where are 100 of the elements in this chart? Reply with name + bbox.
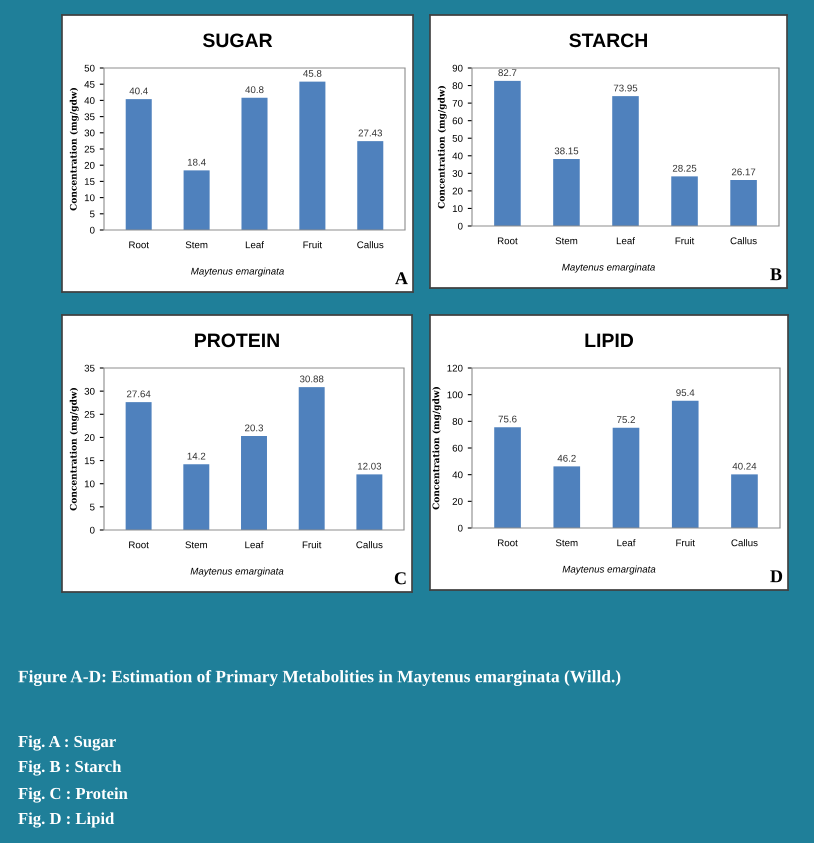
y-tick-label: 15 bbox=[84, 457, 95, 464]
x-tick-label: Fruit bbox=[676, 237, 694, 244]
bar bbox=[241, 436, 267, 530]
y-tick-label: 0 bbox=[458, 222, 463, 230]
y-tick-label: 80 bbox=[452, 82, 463, 90]
y-tick-label: 45 bbox=[84, 81, 95, 88]
data-label: 46.2 bbox=[558, 454, 576, 462]
x-tick-label: Fruit bbox=[676, 539, 695, 546]
bar bbox=[241, 98, 268, 230]
text: D bbox=[770, 570, 782, 582]
bar bbox=[183, 464, 210, 530]
data-label: 40.8 bbox=[245, 86, 264, 94]
x-tick-label: Fruit bbox=[302, 541, 322, 548]
text: Figure A-D: Estimation of Primary Metabolities in Maytenus emarginata (Willd.) bbox=[18, 670, 620, 686]
x-tick-label: Callus bbox=[731, 539, 758, 546]
y-axis-title: Concentration (mg/gdw) bbox=[438, 86, 447, 209]
x-tick-label: Stem bbox=[556, 237, 578, 244]
data-label: 75.6 bbox=[498, 416, 517, 422]
bar bbox=[356, 474, 382, 530]
text: Fig. D : Lipid bbox=[18, 812, 114, 828]
y-tick-label: 0 bbox=[458, 524, 463, 532]
y-tick-label: 40 bbox=[452, 152, 463, 160]
x-axis-title: Maytenus emarginata bbox=[562, 565, 656, 575]
bar bbox=[612, 96, 639, 226]
x-tick-label: Leaf bbox=[616, 237, 635, 244]
data-label: 75.2 bbox=[617, 416, 635, 424]
data-label: 45.8 bbox=[303, 70, 322, 77]
bar bbox=[730, 180, 757, 226]
data-label: 26.17 bbox=[732, 168, 756, 176]
data-label: 95.4 bbox=[676, 389, 694, 396]
data-label: 40.4 bbox=[129, 88, 148, 94]
x-tick-label: Root bbox=[129, 541, 149, 548]
data-label: 27.43 bbox=[358, 130, 382, 136]
y-axis-title: Concentration (mg/gdw) bbox=[70, 88, 79, 211]
y-tick-label: 25 bbox=[84, 411, 95, 418]
y-tick-label: 10 bbox=[84, 194, 95, 202]
x-tick-label: Root bbox=[498, 539, 518, 546]
bar bbox=[494, 80, 521, 226]
bar bbox=[731, 474, 758, 528]
y-tick-label: 70 bbox=[452, 100, 463, 107]
bar bbox=[671, 176, 698, 226]
text: Fig. A : Sugar bbox=[18, 735, 116, 751]
y-tick-label: 5 bbox=[90, 210, 95, 218]
chart-title: PROTEIN bbox=[195, 333, 279, 348]
y-tick-label: 5 bbox=[90, 504, 95, 510]
x-tick-label: Leaf bbox=[617, 539, 636, 546]
y-tick-label: 10 bbox=[452, 205, 463, 212]
y-tick-label: 50 bbox=[452, 134, 463, 142]
x-tick-label: Root bbox=[498, 237, 518, 244]
x-tick-label: Callus bbox=[730, 237, 757, 244]
bar bbox=[299, 82, 326, 230]
bar bbox=[357, 141, 384, 230]
x-tick-label: Stem bbox=[556, 539, 578, 546]
data-label: 14.2 bbox=[188, 452, 206, 460]
data-label: 27.64 bbox=[126, 390, 150, 398]
y-tick-label: 10 bbox=[84, 480, 95, 488]
y-tick-label: 20 bbox=[452, 498, 463, 505]
data-label: 30.88 bbox=[300, 375, 324, 382]
y-tick-label: 15 bbox=[84, 178, 95, 186]
y-tick-label: 20 bbox=[84, 162, 95, 169]
bar bbox=[298, 387, 325, 530]
x-axis-title: Maytenus emarginata bbox=[190, 567, 284, 577]
data-label: 18.4 bbox=[188, 158, 206, 166]
y-tick-label: 30 bbox=[452, 170, 463, 177]
y-tick-label: 30 bbox=[84, 130, 95, 136]
y-tick-label: 60 bbox=[452, 444, 463, 452]
data-label: 82.7 bbox=[498, 69, 516, 76]
y-tick-label: 60 bbox=[452, 117, 463, 124]
y-axis-title: Concentration (mg/gdw) bbox=[70, 388, 79, 511]
y-tick-label: 0 bbox=[90, 226, 95, 234]
y-tick-label: 120 bbox=[447, 364, 463, 372]
text: A bbox=[395, 272, 408, 284]
x-axis-title: Maytenus emarginata bbox=[191, 267, 284, 277]
x-tick-label: Callus bbox=[357, 241, 384, 248]
y-tick-label: 0 bbox=[90, 526, 95, 534]
bar bbox=[126, 402, 152, 530]
chart-title: SUGAR bbox=[202, 33, 272, 48]
y-tick-label: 40 bbox=[452, 471, 463, 478]
x-axis-title: Maytenus emarginata bbox=[562, 263, 655, 273]
x-tick-label: Fruit bbox=[303, 241, 322, 248]
data-label: 12.03 bbox=[358, 462, 382, 470]
text: C bbox=[394, 572, 406, 584]
y-tick-label: 100 bbox=[447, 391, 463, 398]
y-tick-label: 25 bbox=[84, 146, 95, 153]
bar bbox=[553, 466, 580, 528]
data-label: 20.3 bbox=[245, 424, 264, 432]
y-tick-label: 80 bbox=[452, 418, 463, 425]
data-label: 40.24 bbox=[732, 462, 756, 470]
bar bbox=[126, 99, 152, 230]
y-tick-label: 30 bbox=[84, 388, 95, 395]
x-tick-label: Root bbox=[129, 241, 149, 248]
y-tick-label: 20 bbox=[452, 188, 463, 195]
bar bbox=[184, 170, 210, 230]
y-tick-label: 90 bbox=[452, 64, 463, 72]
x-tick-label: Callus bbox=[356, 541, 383, 548]
text: Fig. C : Protein bbox=[18, 787, 128, 803]
bar bbox=[494, 427, 521, 528]
data-label: 38.15 bbox=[554, 147, 578, 154]
x-tick-label: Leaf bbox=[245, 541, 264, 548]
x-tick-label: Leaf bbox=[246, 241, 264, 248]
